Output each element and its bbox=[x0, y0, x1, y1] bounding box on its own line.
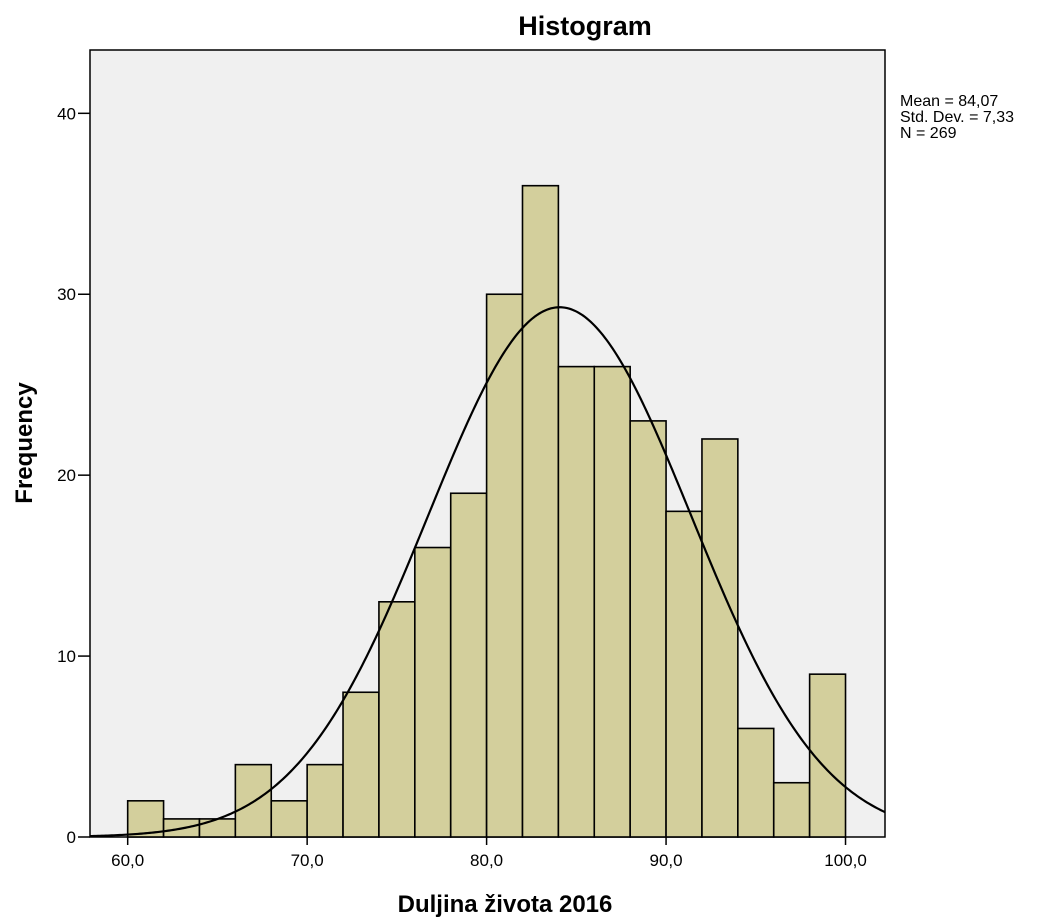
histogram-bar-11 bbox=[485, 293, 524, 838]
x-axis: 60,0 70,0 80,0 90,0 100,0 bbox=[111, 837, 867, 870]
y-tick-label: 20 bbox=[57, 466, 76, 485]
histogram-bar-16 bbox=[665, 510, 703, 838]
histogram-bar-12 bbox=[521, 184, 560, 838]
x-tick-label: 90,0 bbox=[650, 851, 683, 870]
histogram-bar-3 bbox=[198, 818, 237, 838]
stats-line: Std. Dev. = 7,33 bbox=[900, 109, 1014, 126]
histogram-bar-5 bbox=[270, 800, 308, 838]
stats-line: Mean = 84,07 bbox=[900, 93, 998, 110]
stats-line: N = 269 bbox=[900, 125, 957, 142]
bars-group bbox=[126, 184, 847, 838]
y-tick-label: 10 bbox=[57, 647, 76, 666]
normal-curve bbox=[89, 306, 886, 838]
histogram-bar-15 bbox=[629, 420, 667, 838]
y-axis-label: Frequency bbox=[11, 382, 38, 504]
histogram-bar-13 bbox=[557, 365, 596, 838]
histogram-bar-9 bbox=[414, 546, 452, 838]
x-axis-label: Duljina života 2016 bbox=[398, 891, 613, 918]
histogram-bar-7 bbox=[342, 691, 380, 838]
y-axis: 0 10 20 30 40 bbox=[57, 104, 90, 847]
histogram-bar-8 bbox=[378, 601, 416, 838]
histogram-bar-18 bbox=[737, 727, 775, 838]
y-tick-label: 30 bbox=[57, 285, 76, 304]
histogram-bar-14 bbox=[593, 365, 631, 838]
histogram-bar-1 bbox=[126, 800, 165, 838]
x-tick-label: 100,0 bbox=[824, 851, 867, 870]
x-tick-label: 70,0 bbox=[291, 851, 324, 870]
y-tick-label: 0 bbox=[67, 828, 76, 847]
x-tick-label: 80,0 bbox=[470, 851, 503, 870]
histogram-bar-17 bbox=[701, 438, 739, 838]
histogram-bar-10 bbox=[449, 492, 488, 838]
histogram-bar-6 bbox=[306, 763, 344, 838]
chart-title: Histogram bbox=[518, 11, 652, 41]
histogram-bar-19 bbox=[772, 781, 811, 838]
x-tick-label: 60,0 bbox=[111, 851, 144, 870]
y-tick-label: 40 bbox=[57, 104, 76, 123]
